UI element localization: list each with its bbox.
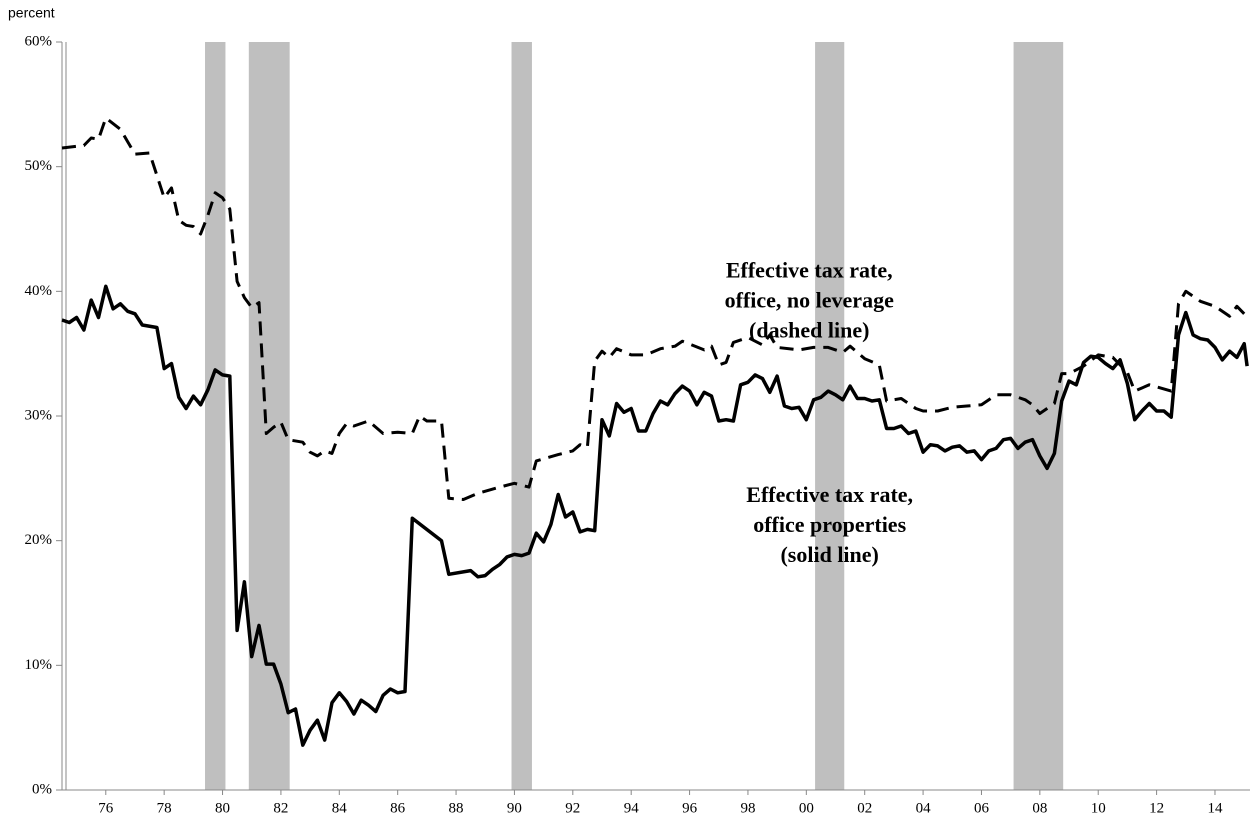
annotation: (solid line) — [780, 542, 878, 567]
x-tick-label: 96 — [682, 800, 698, 816]
x-tick-label: 02 — [857, 800, 872, 816]
recession-band — [815, 42, 845, 790]
x-tick-label: 08 — [1032, 800, 1047, 816]
recession-band — [248, 42, 290, 790]
x-tick-label: 98 — [740, 800, 755, 816]
y-axis-label: percent — [8, 5, 55, 21]
x-tick-label: 84 — [332, 800, 348, 816]
annotation: office, no leverage — [725, 288, 894, 313]
series-line — [61, 284, 1249, 747]
x-tick-label: 04 — [916, 800, 932, 816]
x-tick-label: 14 — [1207, 800, 1223, 816]
x-tick-label: 92 — [565, 800, 580, 816]
x-tick-label: 82 — [273, 800, 288, 816]
y-tick-label: 50% — [25, 158, 53, 174]
x-tick-label: 94 — [624, 800, 640, 816]
recession-band — [511, 42, 532, 790]
x-tick-label: 12 — [1149, 800, 1164, 816]
x-tick-label: 76 — [98, 800, 114, 816]
y-tick-label: 10% — [25, 657, 53, 673]
recession-band — [1013, 42, 1064, 790]
recession-band — [205, 42, 226, 790]
annotation: (dashed line) — [749, 318, 869, 343]
y-tick-label: 30% — [25, 407, 53, 423]
y-tick-label: 60% — [25, 33, 53, 49]
annotation: Effective tax rate, — [746, 482, 913, 507]
series-line — [61, 116, 1246, 501]
x-tick-label: 86 — [390, 800, 406, 816]
y-tick-label: 40% — [25, 283, 53, 299]
x-tick-label: 10 — [1091, 800, 1106, 816]
x-tick-label: 88 — [449, 800, 464, 816]
x-tick-label: 90 — [507, 800, 522, 816]
annotation: office properties — [753, 512, 906, 537]
x-tick-label: 06 — [974, 800, 990, 816]
y-tick-label: 20% — [25, 532, 53, 548]
x-tick-label: 00 — [799, 800, 814, 816]
y-tick-label: 0% — [32, 781, 52, 797]
x-tick-label: 80 — [215, 800, 230, 816]
x-tick-label: 78 — [157, 800, 172, 816]
annotation: Effective tax rate, — [726, 258, 893, 283]
